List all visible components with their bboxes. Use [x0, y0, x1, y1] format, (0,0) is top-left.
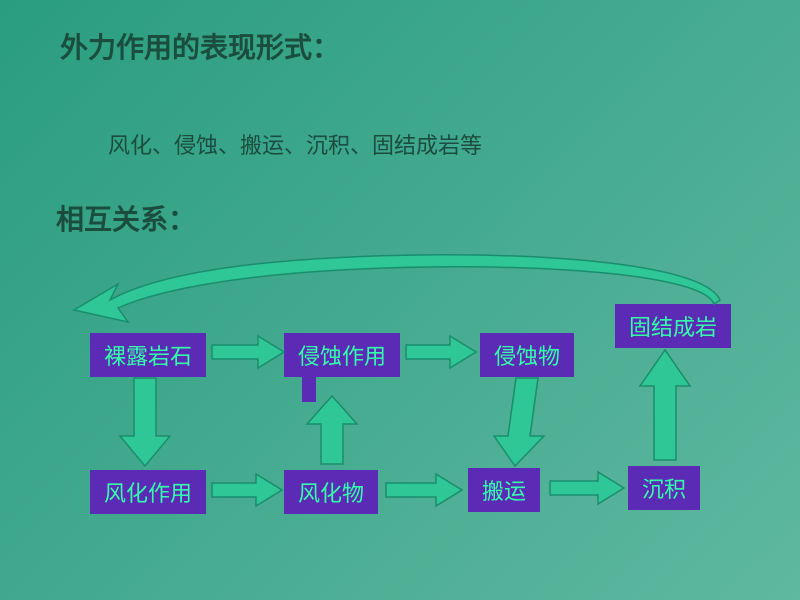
arrow-rock-to-weathering — [120, 378, 170, 466]
node-deposition: 沉积 — [628, 466, 700, 510]
arrow-matter-to-transport — [494, 378, 544, 466]
node-weathered: 风化物 — [284, 470, 378, 514]
arrow-deposition-to-consol — [640, 350, 690, 460]
arrow-weathered-to-transport — [386, 474, 462, 506]
arrow-transport-to-deposition — [550, 472, 624, 504]
decor-block — [302, 374, 316, 402]
arrow-rock-to-erosion — [212, 336, 284, 368]
node-erosion-action: 侵蚀作用 — [284, 333, 400, 377]
node-weathering: 风化作用 — [90, 470, 206, 514]
arrow-weathering-to-weathered — [212, 474, 282, 506]
subtitle-list: 风化、侵蚀、搬运、沉积、固结成岩等 — [108, 128, 482, 160]
title-forms: 外力作用的表现形式： — [60, 26, 340, 66]
arrow-erosion-to-matter — [406, 336, 476, 368]
node-transport: 搬运 — [468, 468, 540, 512]
node-erosion-matter: 侵蚀物 — [480, 333, 574, 377]
node-exposed-rock: 裸露岩石 — [90, 333, 206, 377]
node-consolidation: 固结成岩 — [615, 304, 731, 348]
title-relations: 相互关系： — [56, 198, 196, 238]
arrow-weathered-to-erosion — [307, 396, 357, 464]
